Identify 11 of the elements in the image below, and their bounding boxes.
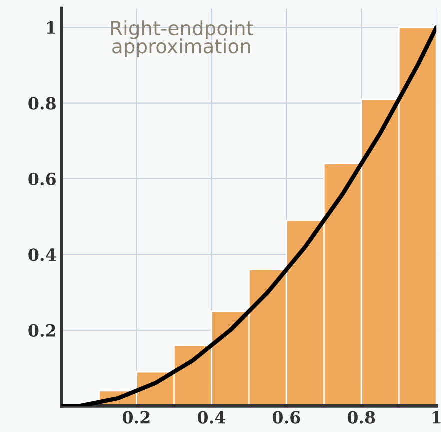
y-tick-label: 0.2 [28,324,56,337]
y-tick-label: 0.6 [28,172,56,186]
y-tick-label: 1 [47,22,56,34]
x-tick-label: 0.4 [198,411,226,424]
x-tick-label: 0.2 [122,411,150,424]
x-tick-label: 1 [432,411,441,424]
y-tick-label: 0.8 [28,97,56,110]
y-tick-label: 0.4 [28,248,56,262]
x-tick-label: 0.8 [348,411,376,424]
annotation: Right-endpoint approximation [111,20,254,58]
x-tick-label: 0.6 [272,411,300,424]
